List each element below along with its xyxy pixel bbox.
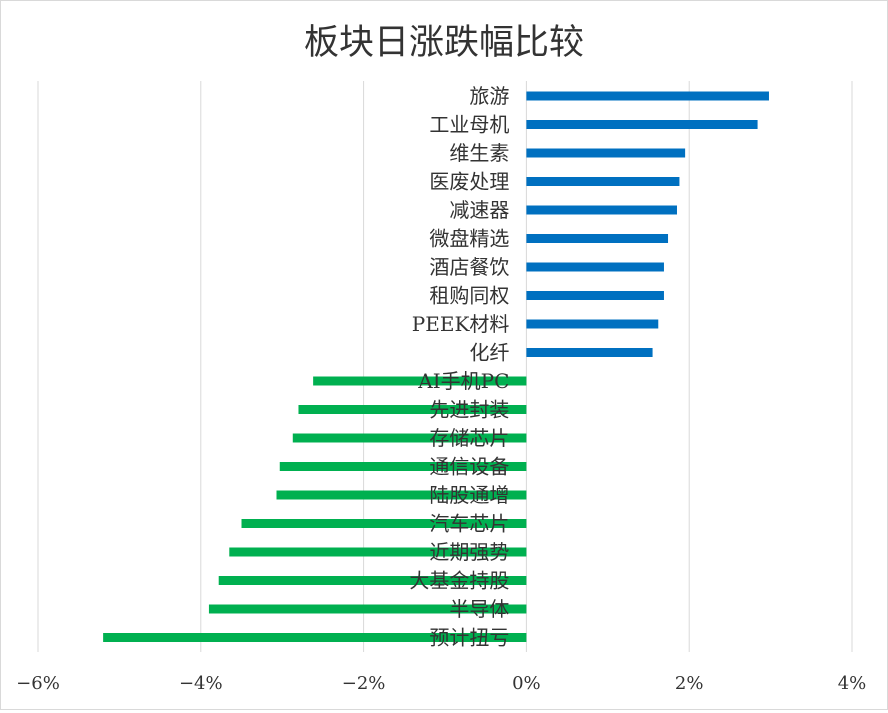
bar — [298, 405, 527, 414]
category-label: 旅游 — [469, 84, 509, 108]
bar — [526, 120, 758, 129]
bar — [526, 319, 659, 329]
bar — [526, 91, 769, 101]
category-label: 维生素 — [449, 141, 509, 165]
category-label: 租购同权 — [429, 284, 509, 308]
category-label: 近期强势 — [429, 540, 509, 564]
category-label: 汽车芯片 — [429, 512, 509, 536]
category-label: 先进封装 — [429, 398, 509, 422]
bar — [241, 519, 527, 528]
category-label: 预计扭亏 — [429, 626, 509, 650]
bar — [218, 576, 527, 585]
category-label: PEEK材料 — [412, 312, 510, 336]
x-tick-label: −4% — [179, 673, 223, 694]
chart-title: 板块日涨跌幅比较 — [304, 23, 584, 63]
x-tick-label: 4% — [838, 673, 867, 694]
bar — [208, 604, 527, 614]
gridlines — [37, 81, 853, 652]
category-label: 通信设备 — [429, 455, 509, 479]
category-label: 酒店餐饮 — [429, 255, 509, 279]
category-label: 化纤 — [469, 341, 509, 365]
bar — [526, 205, 677, 215]
category-label: 工业母机 — [429, 113, 509, 137]
category-label: 减速器 — [449, 198, 509, 222]
bar — [103, 633, 527, 642]
x-tick-labels: −6% −4% −2% 0% 2% 4% — [16, 673, 866, 694]
bar — [292, 433, 527, 443]
category-label: 医废处理 — [429, 170, 509, 194]
x-tick-label: 0% — [512, 673, 541, 694]
bar — [229, 547, 527, 557]
category-label: AI手机PC — [417, 369, 509, 393]
bar — [526, 177, 680, 186]
x-tick-label: −2% — [342, 673, 386, 694]
x-tick-label: 2% — [675, 673, 704, 694]
x-tick-label: −6% — [16, 673, 60, 694]
category-label: 大基金持股 — [409, 569, 509, 593]
bar — [526, 348, 653, 357]
bar — [526, 234, 669, 243]
bar — [313, 376, 527, 386]
category-label: 陆股通增 — [429, 483, 509, 507]
bar — [526, 262, 664, 272]
bar — [526, 291, 664, 300]
category-label: 微盘精选 — [429, 227, 509, 251]
category-label: 半导体 — [449, 597, 509, 621]
bars — [103, 91, 769, 642]
bar — [279, 462, 527, 471]
category-label: 存储芯片 — [429, 426, 509, 450]
bar — [276, 490, 527, 500]
bar — [526, 148, 686, 158]
